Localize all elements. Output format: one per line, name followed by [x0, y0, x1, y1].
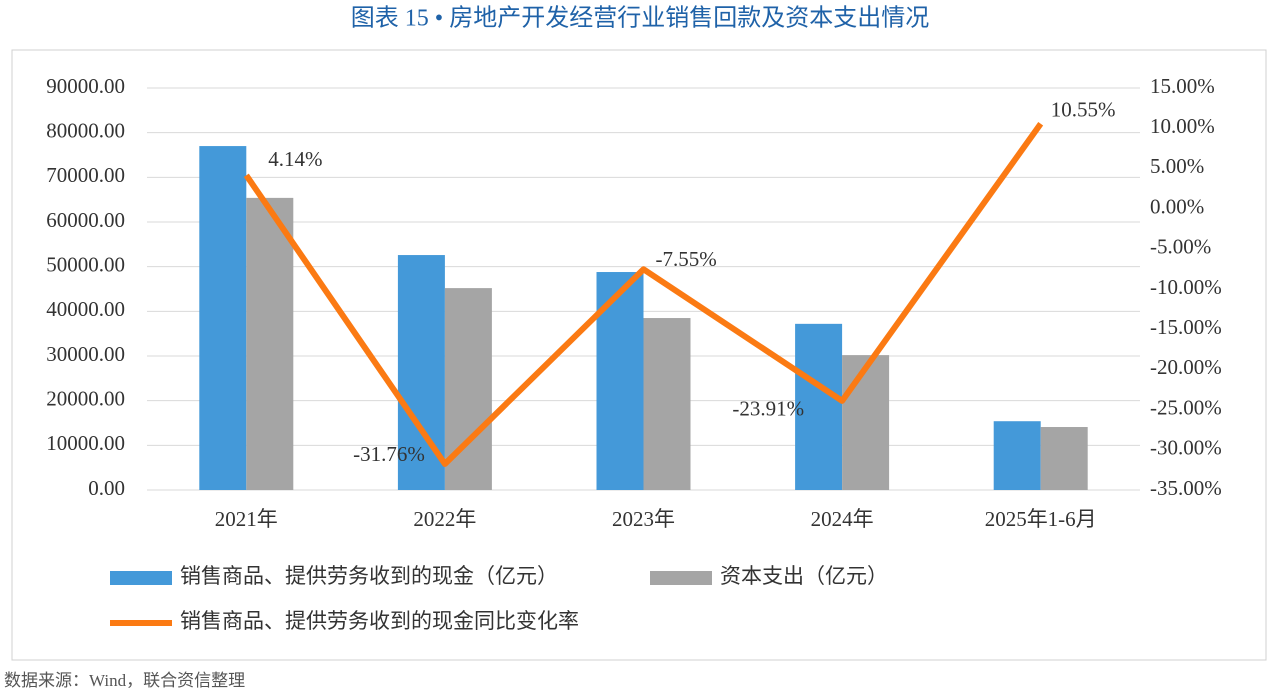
data-label: -31.76%	[353, 442, 425, 466]
chart-title: 图表 15 • 房地产开发经营行业销售回款及资本支出情况	[351, 5, 929, 32]
bar	[643, 318, 691, 490]
bar	[795, 323, 843, 490]
x-tick-label: 2021年	[215, 507, 278, 531]
y2-tick-label: 0.00%	[1150, 194, 1204, 218]
y2-tick-label: 5.00%	[1150, 154, 1204, 178]
y-tick-label: 30000.00	[46, 342, 125, 366]
y-tick-label: 20000.00	[46, 386, 125, 410]
y-tick-label: 90000.00	[46, 74, 125, 98]
y2-tick-label: -5.00%	[1150, 235, 1211, 259]
y-tick-label: 40000.00	[46, 297, 125, 321]
y2-tick-label: -10.00%	[1150, 275, 1222, 299]
y-tick-label: 70000.00	[46, 163, 125, 187]
bar	[993, 421, 1041, 490]
legend-label: 销售商品、提供劳务收到的现金（亿元）	[180, 564, 558, 588]
y-tick-label: 50000.00	[46, 252, 125, 276]
y-tick-label: 0.00	[88, 476, 125, 500]
y-tick-label: 10000.00	[46, 431, 125, 455]
chart-border	[11, 49, 1267, 661]
legend-label: 资本支出（亿元）	[720, 564, 888, 588]
data-label: 10.55%	[1051, 98, 1116, 122]
y-tick-label: 80000.00	[46, 118, 125, 142]
x-tick-label: 2025年1-6月	[985, 507, 1097, 531]
y2-tick-label: 10.00%	[1150, 114, 1215, 138]
y2-tick-label: -25.00%	[1150, 395, 1222, 419]
data-label: -7.55%	[656, 247, 717, 271]
x-tick-label: 2022年	[413, 507, 476, 531]
bar	[1040, 427, 1088, 490]
line-series	[243, 122, 1044, 467]
y2-tick-label: -20.00%	[1150, 355, 1222, 379]
bar	[199, 146, 247, 491]
data-label: -23.91%	[732, 397, 804, 421]
x-tick-label: 2023年	[612, 507, 675, 531]
source-note: 数据来源：Wind，联合资信整理	[4, 671, 245, 690]
bar	[246, 197, 294, 490]
legend-swatch	[110, 571, 172, 585]
legend-label: 销售商品、提供劳务收到的现金同比变化率	[180, 609, 579, 633]
data-label: 4.14%	[268, 147, 322, 171]
x-tick-label: 2024年	[811, 507, 874, 531]
y2-tick-label: -15.00%	[1150, 315, 1222, 339]
legend-swatch	[650, 571, 712, 585]
y2-tick-label: 15.00%	[1150, 74, 1215, 98]
bar	[842, 355, 890, 490]
y2-tick-label: -30.00%	[1150, 436, 1222, 460]
y2-tick-label: -35.00%	[1150, 476, 1222, 500]
y-tick-label: 60000.00	[46, 208, 125, 232]
